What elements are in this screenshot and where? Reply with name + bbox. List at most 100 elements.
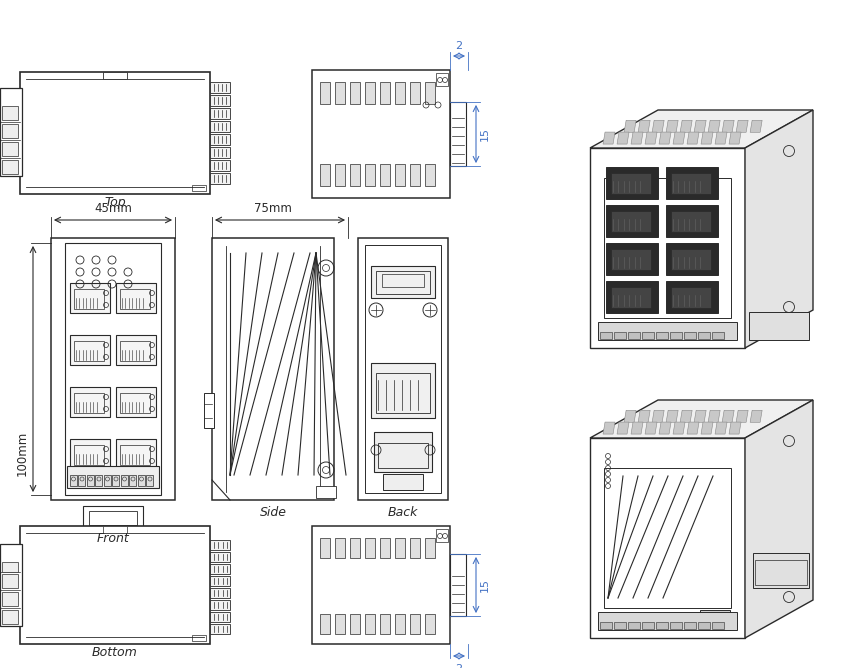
Bar <box>656 332 668 339</box>
Bar <box>684 622 696 629</box>
Bar <box>70 335 110 365</box>
Bar <box>350 82 360 104</box>
Bar <box>210 121 230 132</box>
Text: 100mm: 100mm <box>16 430 29 476</box>
Bar <box>383 474 423 490</box>
Bar <box>365 245 441 493</box>
Bar <box>698 332 710 339</box>
Bar <box>698 622 710 629</box>
Bar <box>210 564 230 574</box>
Bar <box>0 544 22 626</box>
Bar <box>335 164 345 186</box>
Bar <box>712 332 724 339</box>
Bar <box>89 511 137 525</box>
Bar <box>320 82 330 104</box>
Polygon shape <box>736 120 748 132</box>
Polygon shape <box>745 110 813 348</box>
Bar <box>350 538 360 558</box>
Bar <box>600 332 612 339</box>
Bar <box>606 167 658 199</box>
Bar <box>684 332 696 339</box>
Polygon shape <box>617 422 629 434</box>
Bar <box>67 466 159 488</box>
Bar <box>83 506 143 528</box>
Bar <box>410 82 420 104</box>
Bar <box>2 142 18 156</box>
Bar <box>120 289 150 309</box>
Bar <box>700 610 730 630</box>
Bar <box>666 243 718 275</box>
Bar <box>671 287 711 308</box>
Polygon shape <box>638 120 650 132</box>
Text: Side: Side <box>259 506 286 519</box>
Bar <box>78 475 86 486</box>
Bar <box>116 335 156 365</box>
Bar <box>755 560 807 585</box>
Polygon shape <box>715 422 727 434</box>
Bar <box>611 211 651 232</box>
Bar <box>335 82 345 104</box>
Bar <box>365 538 375 558</box>
Polygon shape <box>659 132 671 144</box>
Polygon shape <box>652 120 664 132</box>
Bar <box>436 73 448 86</box>
Bar <box>365 164 375 186</box>
Bar <box>671 211 711 232</box>
Bar <box>20 72 210 194</box>
Bar <box>129 475 137 486</box>
Polygon shape <box>715 132 727 144</box>
Bar <box>210 173 230 184</box>
Bar <box>611 173 651 194</box>
Bar <box>65 243 161 495</box>
Polygon shape <box>645 132 657 144</box>
Bar <box>312 526 450 644</box>
Polygon shape <box>722 410 734 422</box>
Bar <box>74 341 104 361</box>
Bar <box>210 82 230 93</box>
Polygon shape <box>666 410 678 422</box>
Bar <box>120 393 150 413</box>
Bar <box>210 588 230 598</box>
Bar <box>611 249 651 270</box>
Bar <box>210 108 230 119</box>
Bar <box>371 266 435 298</box>
Bar <box>670 622 682 629</box>
Bar <box>210 160 230 171</box>
Bar <box>753 553 809 588</box>
Bar <box>2 106 18 120</box>
Bar <box>204 393 214 428</box>
Bar <box>116 387 156 417</box>
Bar <box>104 475 111 486</box>
Bar <box>210 612 230 622</box>
Bar <box>376 271 430 294</box>
Polygon shape <box>751 120 762 132</box>
Bar <box>425 164 435 186</box>
Bar <box>666 281 718 313</box>
Bar <box>410 164 420 186</box>
Polygon shape <box>729 132 741 144</box>
Polygon shape <box>638 410 650 422</box>
Bar <box>210 134 230 145</box>
Bar <box>450 554 466 616</box>
Polygon shape <box>617 132 629 144</box>
Bar <box>436 529 448 542</box>
Text: 15: 15 <box>480 127 490 141</box>
Bar <box>666 167 718 199</box>
Bar <box>380 82 390 104</box>
Bar <box>320 164 330 186</box>
Polygon shape <box>673 132 685 144</box>
Polygon shape <box>680 120 692 132</box>
Bar <box>350 614 360 634</box>
Bar <box>112 475 120 486</box>
Bar <box>410 614 420 634</box>
Bar <box>212 238 334 500</box>
Bar <box>598 612 737 630</box>
Bar <box>121 475 128 486</box>
Polygon shape <box>722 120 734 132</box>
Text: Bottom: Bottom <box>92 646 138 659</box>
Bar <box>606 281 658 313</box>
Bar <box>604 468 731 608</box>
Polygon shape <box>687 422 699 434</box>
Bar <box>116 283 156 313</box>
Bar <box>350 164 360 186</box>
